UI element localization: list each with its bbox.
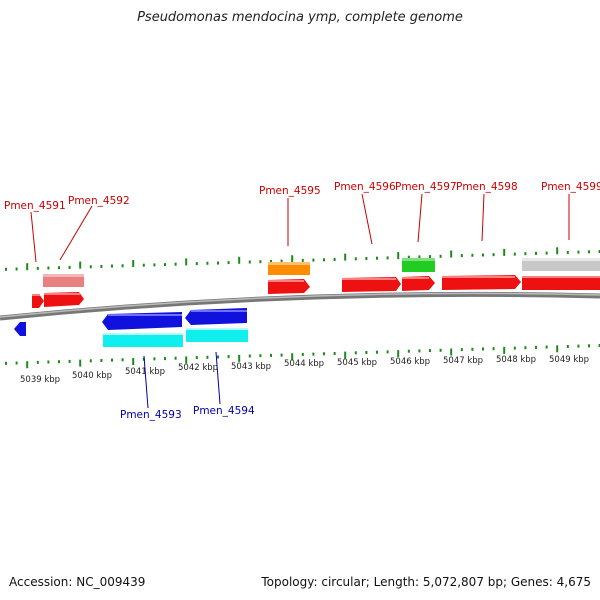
leader-pmen-4598 (481, 193, 485, 242)
feature-pmen-4594 (185, 308, 247, 325)
feature-pmen-4599 (522, 276, 600, 290)
gene-label: Pmen_4591 (4, 200, 66, 212)
scale-label: 5039 kbp (20, 375, 60, 385)
label-leaders (30, 193, 570, 409)
leader-pmen-4591 (30, 211, 37, 263)
leader-pmen-4593 (143, 355, 149, 409)
feature-pmen-4592 (44, 292, 84, 307)
scale-labels: 5039 kbp 5040 kbp 5041 kbp 5042 kbp 5043… (20, 355, 589, 385)
reverse-features (14, 308, 248, 347)
feature-pmen-4593-pseudo (103, 333, 183, 347)
gene-labels: Pmen_4591 Pmen_4592 Pmen_4595 Pmen_4596 … (4, 181, 600, 421)
gene-label: Pmen_4598 (456, 181, 518, 193)
scale-label: 5040 kbp (72, 371, 112, 381)
gene-label: Pmen_4593 (120, 409, 182, 421)
gene-label: Pmen_4594 (193, 405, 255, 417)
gene-label: Pmen_4599 (541, 181, 600, 193)
feature-pmen-4595 (268, 279, 310, 294)
scale-label: 5044 kbp (284, 359, 324, 369)
bottom-tick-row (5, 344, 600, 369)
feature-pmen-4595-pseudo (268, 262, 310, 275)
scale-label: 5046 kbp (390, 357, 430, 367)
scale-label: 5049 kbp (549, 355, 589, 365)
gene-label: Pmen_4592 (68, 195, 130, 207)
feature-pmen-4596 (342, 277, 401, 292)
feature-pmen-4597 (402, 276, 435, 291)
feature-reverse-small (14, 322, 26, 336)
scale-label: 5045 kbp (337, 358, 377, 368)
gene-label: Pmen_4596 (334, 181, 396, 193)
scale-label: 5043 kbp (231, 362, 271, 372)
feature-pmen-4597-pseudo (402, 258, 435, 272)
genome-title: Pseudomonas mendocina ymp, complete geno… (137, 10, 463, 25)
leader-pmen-4592 (59, 205, 93, 261)
scale-label: 5048 kbp (496, 355, 536, 365)
forward-features (32, 258, 600, 308)
feature-pmen-4593 (102, 312, 182, 330)
genome-summary-text: Topology: circular; Length: 5,072,807 bp… (261, 575, 591, 589)
scale-label: 5042 kbp (178, 363, 218, 373)
feature-pmen-4599-pseudo (522, 258, 600, 271)
scale-label: 5041 kbp (125, 367, 165, 377)
top-tick-row (5, 247, 600, 271)
leader-pmen-4594 (215, 351, 221, 405)
leader-pmen-4597 (417, 193, 423, 243)
gene-label: Pmen_4595 (259, 185, 321, 197)
feature-pmen-4592-pseudo (43, 274, 84, 287)
feature-pmen-4594-pseudo (186, 328, 248, 342)
genome-backbone (0, 291, 600, 321)
leader-pmen-4596 (361, 193, 373, 245)
gene-label: Pmen_4597 (395, 181, 457, 193)
feature-pmen-4598 (442, 275, 521, 290)
scale-label: 5047 kbp (443, 356, 483, 366)
feature-pmen-4591 (32, 294, 44, 308)
accession-text: Accession: NC_009439 (9, 575, 146, 589)
